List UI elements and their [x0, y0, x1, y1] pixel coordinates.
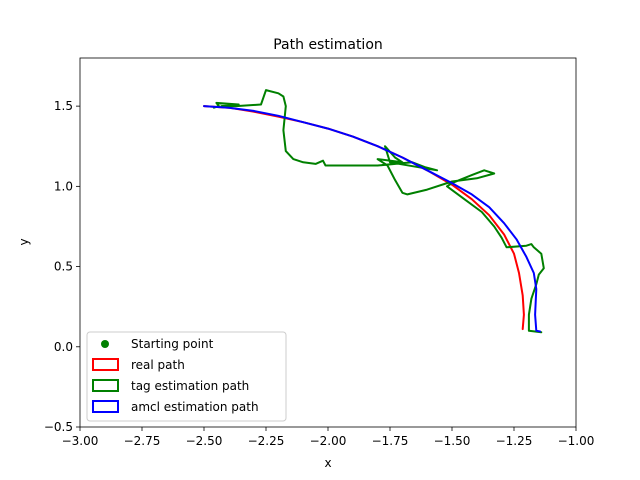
x-tick-label: −1.50 [434, 434, 471, 448]
series-line-tag-estimation-path [212, 89, 545, 334]
legend-patch [92, 379, 119, 392]
y-tick-label: −0.5 [44, 420, 73, 434]
x-axis: −3.00 −2.75 −2.50 −2.25 −2.00 −1.75 −1.50 −1.25… [62, 427, 595, 448]
y-tick-label: 1.0 [54, 179, 73, 193]
y-axis-label: y [17, 238, 31, 245]
y-tick-label: 0.5 [54, 260, 73, 274]
legend-patch [92, 358, 119, 371]
legend-box [86, 331, 287, 422]
chart-title: Path estimation [273, 37, 383, 53]
x-tick-label: −1.75 [372, 434, 409, 448]
y-tick-label: 1.5 [54, 99, 73, 113]
legend-patch [92, 400, 119, 413]
legend-label: Starting point [131, 337, 214, 351]
legend: Starting point real path tag estimation pa… [86, 331, 287, 422]
x-axis-label: x [324, 456, 331, 470]
legend-label: real path [131, 358, 185, 372]
x-tick-label: −2.75 [124, 434, 161, 448]
legend-label: tag estimation path [131, 379, 249, 393]
series-layer [203, 89, 545, 334]
x-tick-label: −2.00 [310, 434, 347, 448]
x-tick-label: −2.25 [248, 434, 285, 448]
x-tick-label: −2.50 [186, 434, 223, 448]
y-axis: −0.5 0.0 0.5 1.0 1.5 [44, 99, 80, 434]
y-tick-label: 0.0 [54, 340, 73, 354]
x-tick-label: −1.25 [496, 434, 533, 448]
legend-label: amcl estimation path [131, 400, 259, 414]
series-line-amcl-estimation-path [203, 105, 541, 333]
x-tick-label: −3.00 [62, 434, 99, 448]
legend-marker [101, 340, 109, 348]
x-tick-label: −1.00 [558, 434, 595, 448]
